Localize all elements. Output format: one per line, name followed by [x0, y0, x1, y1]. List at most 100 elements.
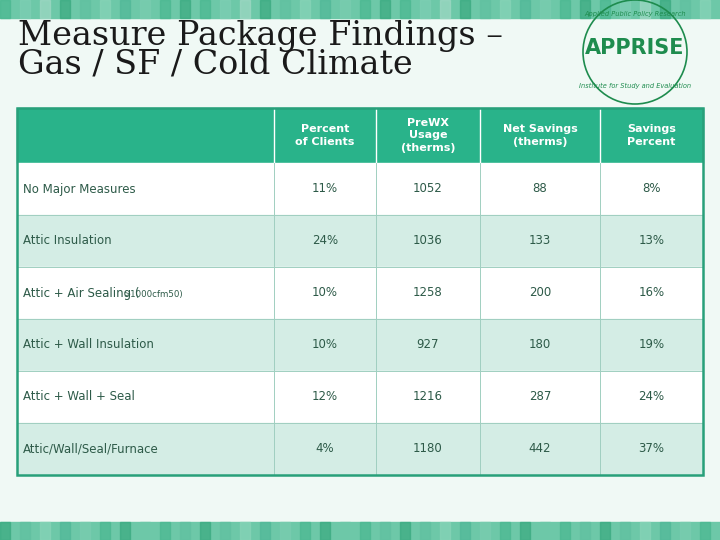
Text: 1258: 1258 — [413, 287, 443, 300]
Bar — [140, 0, 150, 18]
Bar — [60, 0, 70, 18]
Bar — [580, 522, 590, 540]
Text: Attic Insulation: Attic Insulation — [23, 234, 112, 247]
Bar — [17, 108, 703, 163]
Bar — [620, 522, 629, 540]
Text: APPRISE: APPRISE — [585, 38, 685, 58]
Bar — [220, 0, 230, 18]
Bar — [300, 522, 310, 540]
Text: Attic + Air Sealing (: Attic + Air Sealing ( — [23, 287, 140, 300]
Bar — [180, 0, 189, 18]
Bar — [120, 0, 130, 18]
Bar — [700, 0, 710, 18]
Text: Institute for Study and Evaluation: Institute for Study and Evaluation — [579, 83, 691, 89]
Text: Attic + Wall Insulation: Attic + Wall Insulation — [23, 339, 154, 352]
Bar — [220, 522, 230, 540]
Bar — [17, 423, 703, 475]
Bar — [640, 0, 649, 18]
Bar — [0, 522, 720, 540]
Text: >1000cfm50): >1000cfm50) — [122, 289, 182, 299]
Text: 1036: 1036 — [413, 234, 443, 247]
Bar — [17, 319, 703, 371]
Bar — [480, 522, 490, 540]
Bar — [400, 522, 410, 540]
Bar — [260, 522, 269, 540]
Text: Percent
of Clients: Percent of Clients — [295, 124, 355, 147]
Bar — [0, 0, 9, 18]
Bar — [340, 522, 350, 540]
Bar — [660, 522, 670, 540]
Bar — [260, 0, 269, 18]
Bar — [100, 522, 109, 540]
Bar — [40, 522, 50, 540]
Text: 1216: 1216 — [413, 390, 443, 403]
Text: Attic/Wall/Seal/Furnace: Attic/Wall/Seal/Furnace — [23, 442, 158, 456]
Bar — [640, 522, 649, 540]
Text: 1180: 1180 — [413, 442, 443, 456]
Bar — [480, 0, 490, 18]
Text: Measure Package Findings –: Measure Package Findings – — [18, 20, 503, 52]
Bar — [540, 522, 549, 540]
Bar — [420, 0, 430, 18]
Bar — [280, 522, 289, 540]
Bar — [17, 108, 703, 475]
Bar — [140, 522, 150, 540]
Text: 19%: 19% — [639, 339, 665, 352]
Bar — [540, 0, 549, 18]
Bar — [320, 522, 330, 540]
Text: Savings
Percent: Savings Percent — [627, 124, 676, 147]
Bar — [560, 522, 570, 540]
Bar — [17, 163, 703, 215]
Bar — [40, 0, 50, 18]
Bar — [17, 215, 703, 267]
Bar — [500, 522, 510, 540]
Bar — [80, 522, 89, 540]
Text: 4%: 4% — [315, 442, 334, 456]
Bar — [500, 0, 510, 18]
Bar — [600, 0, 610, 18]
Bar — [17, 371, 703, 423]
Text: 88: 88 — [533, 183, 547, 195]
Bar — [200, 0, 210, 18]
Bar — [80, 0, 89, 18]
Text: 12%: 12% — [312, 390, 338, 403]
Text: 8%: 8% — [642, 183, 661, 195]
Text: 180: 180 — [529, 339, 552, 352]
Bar — [100, 0, 109, 18]
Bar — [300, 0, 310, 18]
Bar — [200, 522, 210, 540]
Text: Attic + Wall + Seal: Attic + Wall + Seal — [23, 390, 135, 403]
Bar — [440, 522, 449, 540]
Text: 16%: 16% — [639, 287, 665, 300]
Bar — [680, 522, 690, 540]
Bar — [400, 0, 410, 18]
Text: Gas / SF / Cold Climate: Gas / SF / Cold Climate — [18, 48, 413, 80]
Bar — [180, 522, 189, 540]
Bar — [520, 522, 530, 540]
Text: 10%: 10% — [312, 339, 338, 352]
Bar — [420, 522, 430, 540]
Bar — [0, 522, 9, 540]
Bar — [120, 522, 130, 540]
Bar — [20, 0, 30, 18]
Bar — [160, 522, 170, 540]
Text: PreWX
Usage
(therms): PreWX Usage (therms) — [400, 118, 455, 153]
Bar — [600, 522, 610, 540]
Text: Applied Public Policy Research: Applied Public Policy Research — [584, 11, 686, 17]
Text: 24%: 24% — [312, 234, 338, 247]
Bar — [60, 522, 70, 540]
Text: 287: 287 — [529, 390, 552, 403]
Bar — [320, 0, 330, 18]
Bar — [340, 0, 350, 18]
Bar — [380, 522, 390, 540]
Bar — [360, 522, 369, 540]
Text: 442: 442 — [528, 442, 552, 456]
Bar — [680, 0, 690, 18]
Text: 24%: 24% — [639, 390, 665, 403]
Bar — [440, 0, 449, 18]
Bar — [560, 0, 570, 18]
Bar — [620, 0, 629, 18]
Text: 1052: 1052 — [413, 183, 443, 195]
Text: 37%: 37% — [639, 442, 665, 456]
Bar — [360, 0, 369, 18]
